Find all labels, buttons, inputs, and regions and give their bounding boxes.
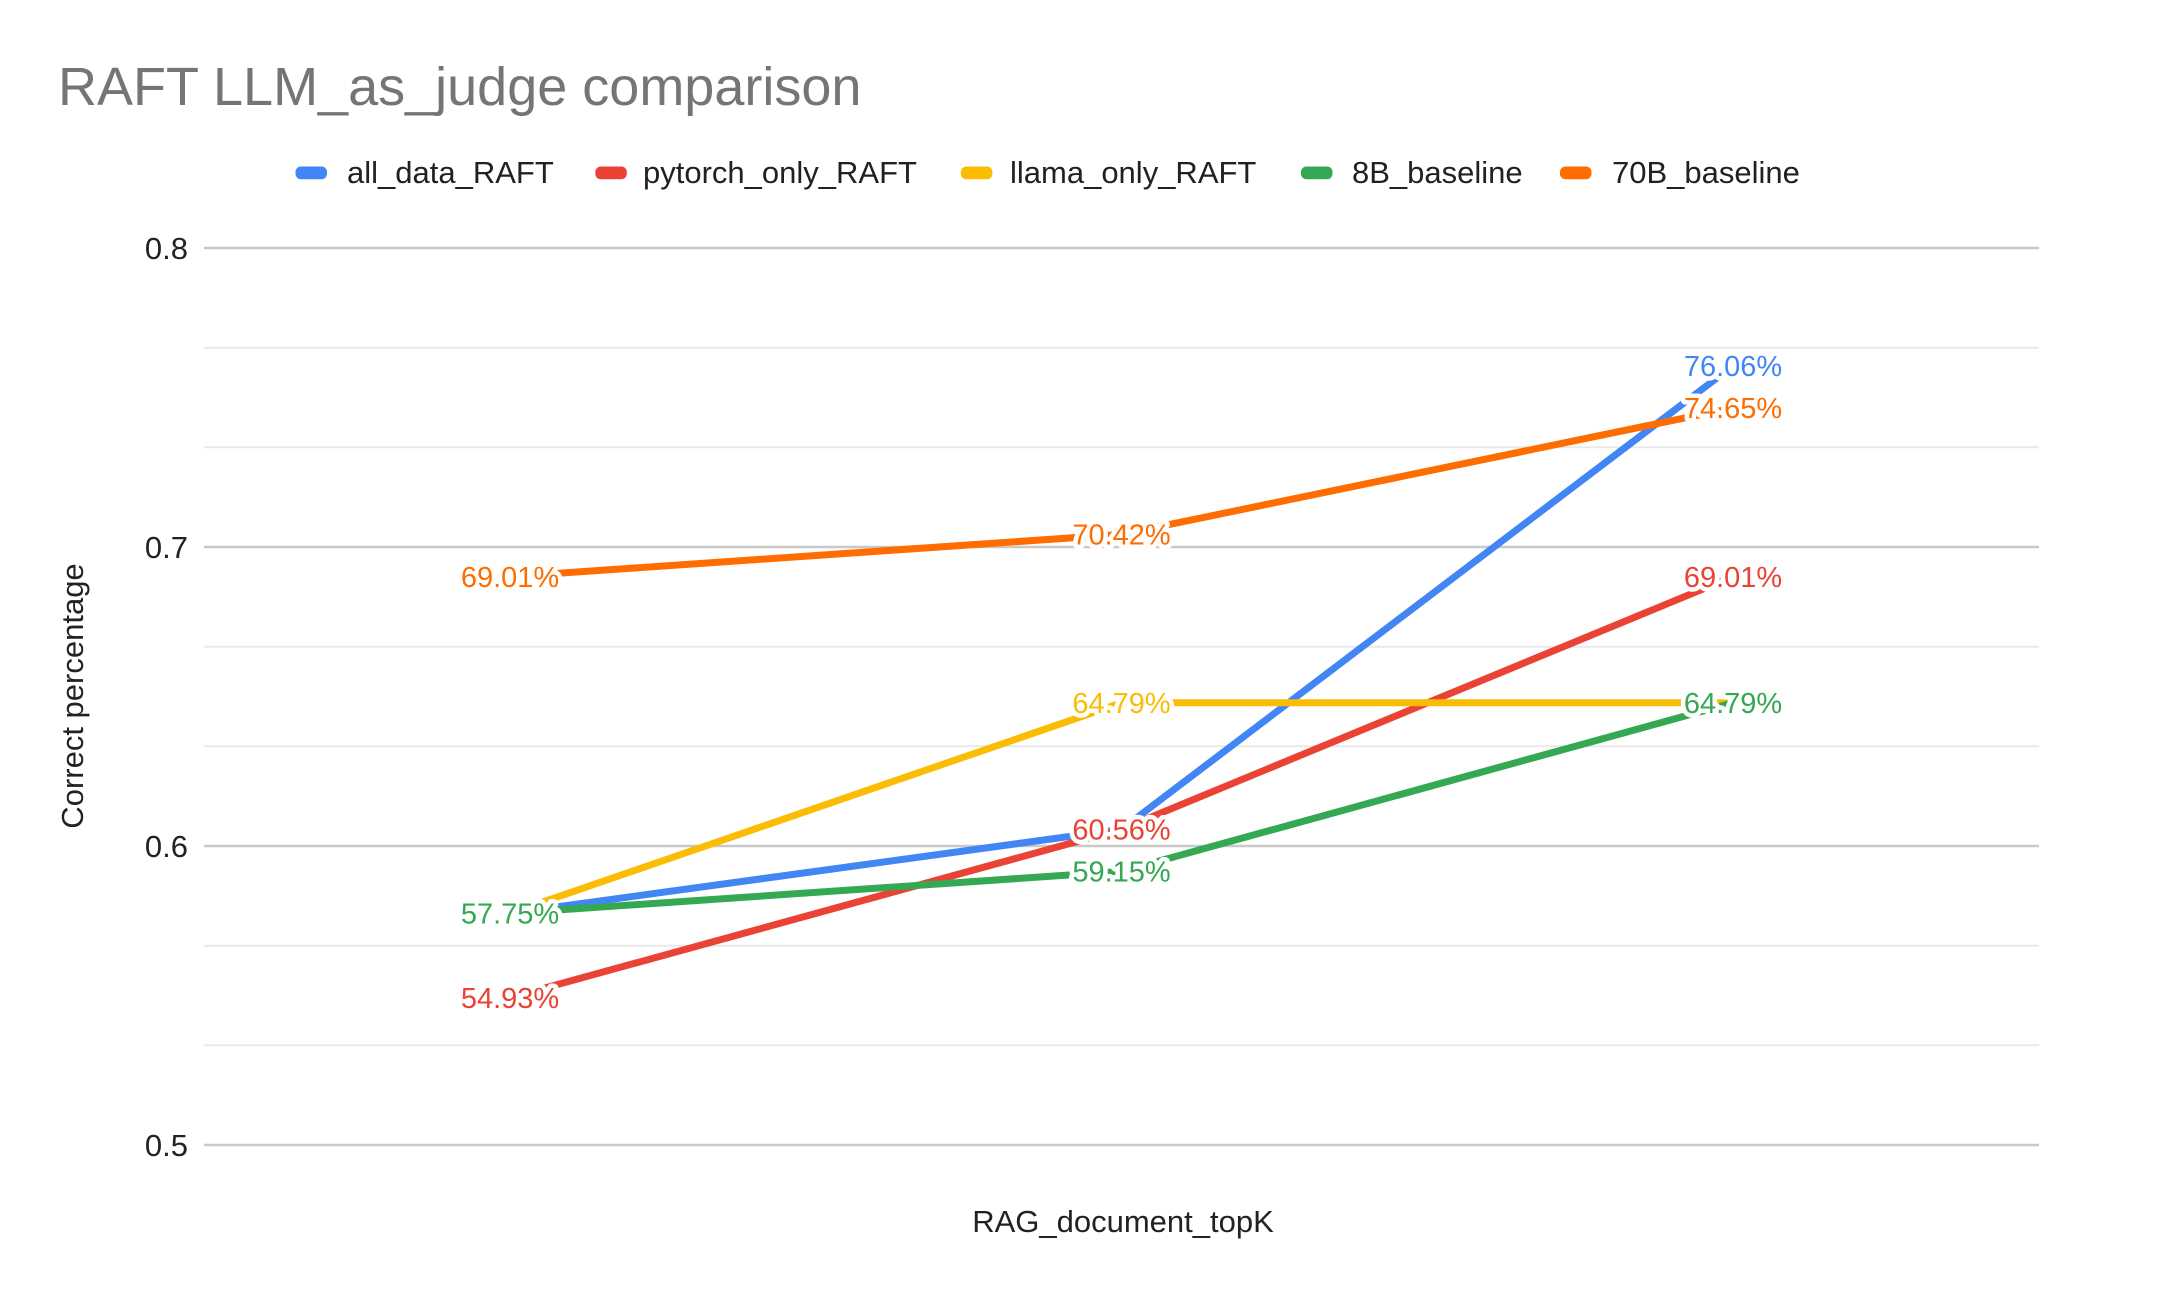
svg-text:69.01%: 69.01%: [461, 562, 559, 594]
svg-text:0.7: 0.7: [145, 530, 188, 565]
svg-text:Correct percentage: Correct percentage: [55, 563, 90, 828]
svg-text:60.56%: 60.56%: [1072, 815, 1170, 847]
svg-text:76.06%: 76.06%: [1684, 351, 1782, 383]
svg-text:RAG_document_topK: RAG_document_topK: [972, 1204, 1274, 1239]
svg-text:64.79%: 64.79%: [1072, 688, 1170, 720]
svg-text:54.93%: 54.93%: [461, 983, 559, 1015]
svg-text:RAFT LLM_as_judge comparison: RAFT LLM_as_judge comparison: [58, 57, 861, 117]
svg-text:74.65%: 74.65%: [1684, 393, 1782, 425]
svg-text:8B_baseline: 8B_baseline: [1352, 155, 1523, 190]
svg-text:0.8: 0.8: [145, 231, 188, 266]
svg-text:64.79%: 64.79%: [1684, 688, 1782, 720]
svg-text:59.15%: 59.15%: [1072, 857, 1170, 889]
svg-text:70.42%: 70.42%: [1072, 520, 1170, 552]
svg-text:pytorch_only_RAFT: pytorch_only_RAFT: [643, 155, 917, 190]
svg-text:0.6: 0.6: [145, 829, 188, 864]
svg-text:all_data_RAFT: all_data_RAFT: [347, 155, 554, 190]
svg-text:0.5: 0.5: [145, 1128, 188, 1163]
svg-text:70B_baseline: 70B_baseline: [1612, 155, 1800, 190]
svg-text:69.01%: 69.01%: [1684, 562, 1782, 594]
svg-text:57.75%: 57.75%: [461, 899, 559, 931]
svg-text:llama_only_RAFT: llama_only_RAFT: [1010, 155, 1256, 190]
